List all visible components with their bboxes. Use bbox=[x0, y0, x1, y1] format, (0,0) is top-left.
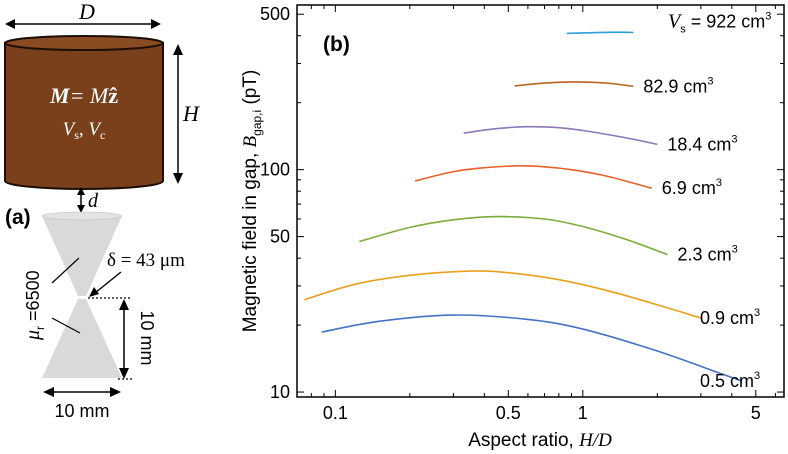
x-axis-ticks: 0.1 0.5 1 5 bbox=[296, 5, 776, 423]
cone-width-arrowhead-left bbox=[43, 387, 54, 397]
height-symbol: H bbox=[182, 101, 200, 126]
series-label: 0.9 cm3 bbox=[700, 307, 760, 328]
x-axis-title: Aspect ratio, H/D bbox=[468, 430, 612, 451]
series-label: 18.4 cm3 bbox=[667, 133, 737, 154]
cone-width-arrowhead-right bbox=[110, 387, 121, 397]
delta-pointer bbox=[94, 271, 122, 294]
y-tick-label: 100 bbox=[260, 160, 290, 180]
permeability-pointer-upper bbox=[51, 257, 80, 284]
permeability-pointer-lower bbox=[51, 317, 81, 334]
y-tick-label: 10 bbox=[270, 382, 290, 402]
lower-cone bbox=[42, 299, 122, 378]
y-tick-label: 50 bbox=[270, 227, 290, 247]
x-tick-label: 0.5 bbox=[496, 403, 521, 423]
upper-cone-top bbox=[41, 211, 123, 221]
series-labels: 0.5 cm3 0.9 cm3 2.3 cm3 6.9 cm3 18.4 cm3 82.9… bbox=[643, 10, 771, 391]
y-axis-ticks: 10 50 100 500 bbox=[260, 4, 784, 402]
cone-height-arrowhead-top bbox=[119, 299, 129, 310]
series-line bbox=[463, 125, 658, 146]
panel-b-label: (b) bbox=[323, 33, 350, 56]
upper-cone bbox=[42, 216, 122, 296]
height-arrowhead-top bbox=[173, 44, 183, 55]
series-label: Vs = 922 cm3 bbox=[668, 10, 771, 35]
x-tick-label: 5 bbox=[751, 403, 761, 423]
height-arrowhead-bottom bbox=[173, 173, 183, 184]
series-line bbox=[414, 165, 653, 190]
width-arrowhead-left bbox=[5, 19, 15, 29]
series-line bbox=[566, 31, 634, 35]
gap-symbol: d bbox=[88, 190, 99, 212]
volumes-label: Vs, Vc bbox=[63, 119, 106, 142]
y-axis-title: Magnetic field in gap, Bgap,i (pT) bbox=[240, 70, 264, 333]
cone-width-label: 10 mm bbox=[54, 401, 109, 421]
panel-a: M= Mẑ Vs, Vc D H d (a) μr =6500 bbox=[4, 0, 200, 421]
series-label: 2.3 cm3 bbox=[678, 244, 738, 265]
panel-a-label: (a) bbox=[5, 206, 31, 229]
magnet-body bbox=[4, 42, 164, 190]
x-tick-label: 0.1 bbox=[323, 403, 348, 423]
permeability-label: μr =6500 bbox=[22, 270, 47, 341]
magnet-top-face bbox=[4, 35, 164, 51]
delta-label: δ = 43 μm bbox=[107, 250, 185, 271]
series-line bbox=[321, 314, 743, 382]
y-tick-label: 500 bbox=[260, 4, 290, 24]
magnetization-label: M= Mẑ bbox=[49, 83, 118, 108]
gap-arrowhead-bottom bbox=[77, 205, 85, 213]
delta-arrowhead bbox=[89, 287, 99, 297]
magnet-cylinder bbox=[4, 35, 164, 190]
series-line bbox=[304, 270, 702, 319]
series-label: 0.5 cm3 bbox=[700, 370, 760, 391]
panel-b: 0.1 0.5 1 5 10 50 100 500 0.5 cm3 0.9 cm3 2.3 cm… bbox=[240, 4, 785, 451]
series-line bbox=[514, 81, 634, 88]
plot-frame bbox=[296, 4, 785, 398]
series-layer bbox=[304, 31, 743, 382]
cone-height-label: 10 mm bbox=[137, 310, 157, 365]
gap-arrowhead-top bbox=[77, 187, 85, 195]
flux-concentrator bbox=[41, 211, 123, 378]
cone-height-arrowhead-bottom bbox=[119, 368, 129, 379]
series-label: 6.9 cm3 bbox=[662, 177, 722, 198]
x-tick-label: 1 bbox=[578, 403, 588, 423]
width-arrowhead-right bbox=[151, 19, 161, 29]
width-symbol: D bbox=[78, 0, 95, 24]
plot-area: 0.1 0.5 1 5 10 50 100 500 0.5 cm3 0.9 cm3 2.3 cm… bbox=[260, 4, 785, 423]
series-label: 82.9 cm3 bbox=[643, 75, 713, 96]
series-line bbox=[359, 215, 668, 256]
